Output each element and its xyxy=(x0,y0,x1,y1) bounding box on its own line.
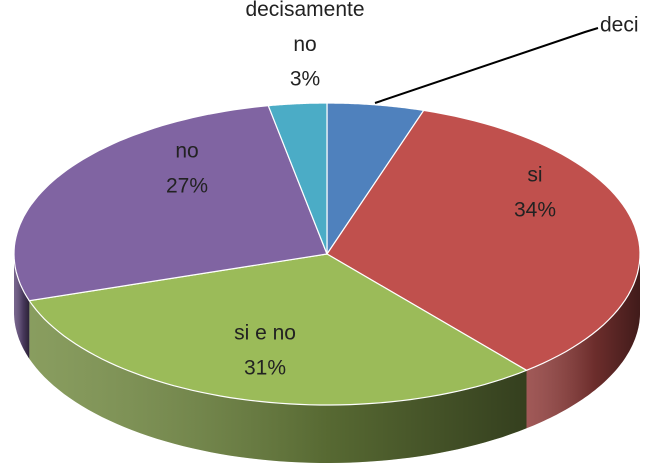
pie-slice xyxy=(28,253,528,406)
pie-side-shade xyxy=(29,300,527,463)
labels: deci si 34% si e no 31% no 27% decisamente no 3% xyxy=(166,0,639,380)
pie-slice xyxy=(326,102,425,256)
pie-side-shade xyxy=(14,254,30,359)
data-label-value: 27% xyxy=(166,175,208,198)
pie-slice xyxy=(13,105,328,302)
pie-tops xyxy=(13,102,641,406)
data-label-value: 3% xyxy=(290,68,320,91)
data-label: si e no xyxy=(234,322,296,345)
leader-line xyxy=(374,27,599,104)
pie-slice xyxy=(267,102,328,255)
data-label-value: 31% xyxy=(244,357,286,380)
data-label: deci xyxy=(600,14,639,37)
data-label: si xyxy=(527,164,542,187)
data-label: no xyxy=(175,140,198,163)
pie-slice xyxy=(326,109,641,371)
data-label-value: 34% xyxy=(514,199,556,222)
data-label: decisamente no xyxy=(245,0,364,56)
